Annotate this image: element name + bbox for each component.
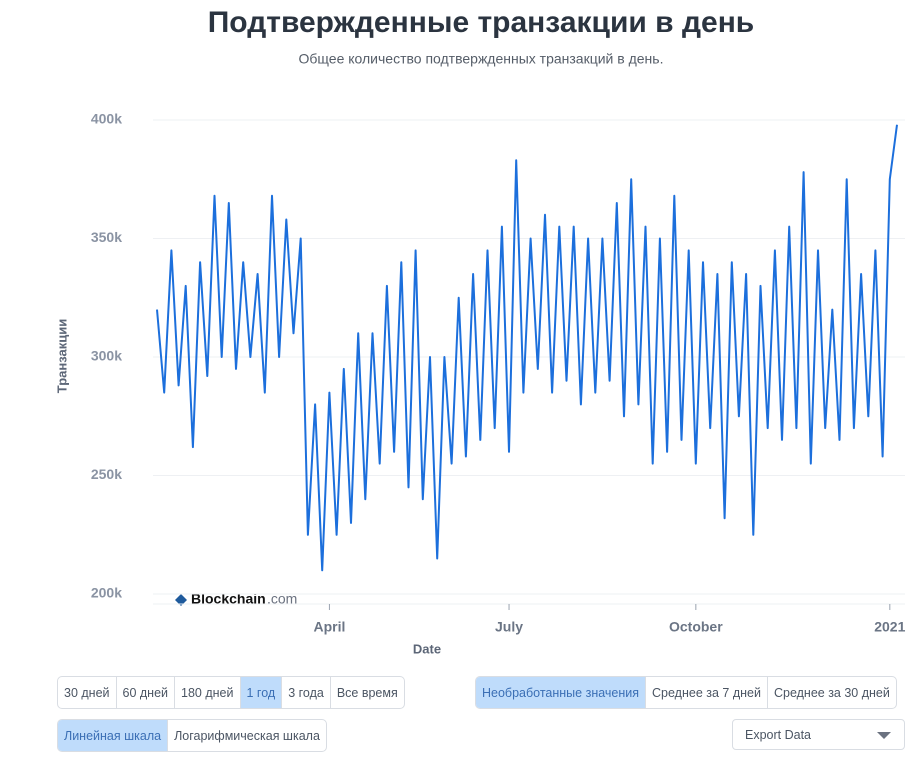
y-tick-label: 400k xyxy=(91,111,122,127)
control-button[interactable]: Все время xyxy=(336,685,398,700)
x-tick-label: October xyxy=(669,619,723,635)
y-tick-label: 200k xyxy=(91,585,122,601)
dropdown-arrow xyxy=(877,732,891,739)
x-axis-label: Date xyxy=(413,641,441,656)
control-button[interactable]: Среднее за 30 дней xyxy=(773,685,890,700)
chart-title: Подтвержденные транзакции в день xyxy=(208,6,755,39)
control-button[interactable]: 180 дней xyxy=(175,677,241,708)
control-button[interactable]: 60 дней xyxy=(117,677,176,708)
average-group: Необработанные значения Среднее за 7 дней… xyxy=(475,676,897,709)
x-tick-label: 2021 xyxy=(874,619,905,635)
control-button[interactable]: 1 год xyxy=(240,677,283,708)
control-button[interactable]: 3 года xyxy=(282,677,331,708)
y-tick-label: 350k xyxy=(91,229,122,245)
logo-icon xyxy=(175,594,187,606)
x-tick-label: July xyxy=(495,619,523,635)
chart: Подтвержденные транзакции в день Общее к… xyxy=(54,6,905,657)
control-button[interactable]: 30 дней xyxy=(58,677,117,708)
x-tick-label: April xyxy=(313,619,345,635)
watermark-suffix: .com xyxy=(267,591,297,607)
watermark-brand: Blockchain xyxy=(191,591,266,607)
export-label: Export Data xyxy=(745,727,812,742)
scale-group: Линейная шкала Логарифмическая шкала xyxy=(57,719,327,752)
control-button[interactable]: Необработанные значения xyxy=(476,677,647,708)
y-axis-label: Транзакции xyxy=(54,319,69,393)
y-tick-label: 250k xyxy=(91,466,122,482)
control-button[interactable]: Логарифмическая шкала xyxy=(174,728,320,743)
control-button[interactable]: Среднее за 7 дней xyxy=(646,677,768,708)
data-line xyxy=(156,124,898,572)
range-group: 30 дней 60 дней 180 дней 1 год 3 года Все вре… xyxy=(57,676,405,709)
y-tick-label: 300k xyxy=(91,348,122,364)
watermark: Blockchain .com xyxy=(175,591,297,607)
export-dropdown[interactable]: Export Data xyxy=(732,719,905,750)
control-button[interactable]: Линейная шкала xyxy=(58,720,169,751)
chart-subtitle: Общее количество подтвержденных транзакц… xyxy=(299,51,664,67)
